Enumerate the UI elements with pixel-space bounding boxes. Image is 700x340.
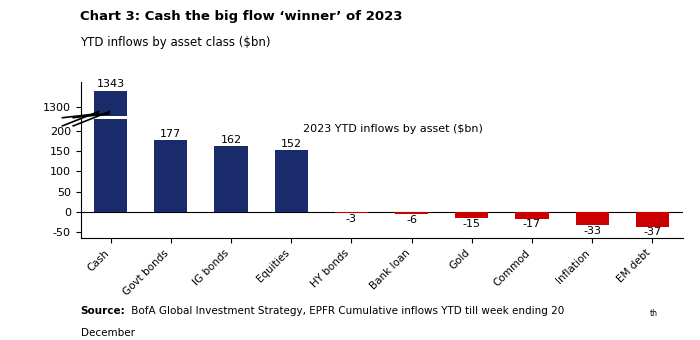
Text: -6: -6	[406, 215, 417, 225]
Bar	[395, 212, 428, 214]
Bar	[274, 150, 308, 212]
Bar	[154, 140, 188, 212]
Text: -3: -3	[346, 214, 357, 224]
Bar	[575, 212, 609, 225]
Bar	[335, 212, 368, 213]
Bar	[94, 0, 127, 212]
Text: 152: 152	[281, 139, 302, 149]
Bar	[214, 146, 248, 212]
Bar	[515, 212, 549, 219]
Text: Source:: Source:	[80, 306, 125, 316]
Text: December: December	[80, 328, 134, 338]
Text: 162: 162	[220, 135, 241, 144]
Bar	[636, 212, 669, 227]
Text: Chart 3: Cash the big flow ‘winner’ of 2023: Chart 3: Cash the big flow ‘winner’ of 2…	[80, 10, 403, 23]
Text: -37: -37	[643, 227, 662, 237]
Text: YTD inflows by asset class ($bn): YTD inflows by asset class ($bn)	[80, 36, 271, 49]
Text: -17: -17	[523, 219, 541, 230]
Bar	[94, 91, 127, 340]
Bar	[455, 212, 489, 218]
Text: -15: -15	[463, 219, 481, 228]
Text: 177: 177	[160, 129, 181, 138]
Text: 2023 YTD inflows by asset ($bn): 2023 YTD inflows by asset ($bn)	[303, 124, 483, 134]
Text: -33: -33	[583, 226, 601, 236]
Text: BofA Global Investment Strategy, EPFR Cumulative inflows YTD till week ending 20: BofA Global Investment Strategy, EPFR Cu…	[128, 306, 564, 316]
Text: 1343: 1343	[97, 80, 125, 89]
Text: th: th	[650, 309, 657, 318]
